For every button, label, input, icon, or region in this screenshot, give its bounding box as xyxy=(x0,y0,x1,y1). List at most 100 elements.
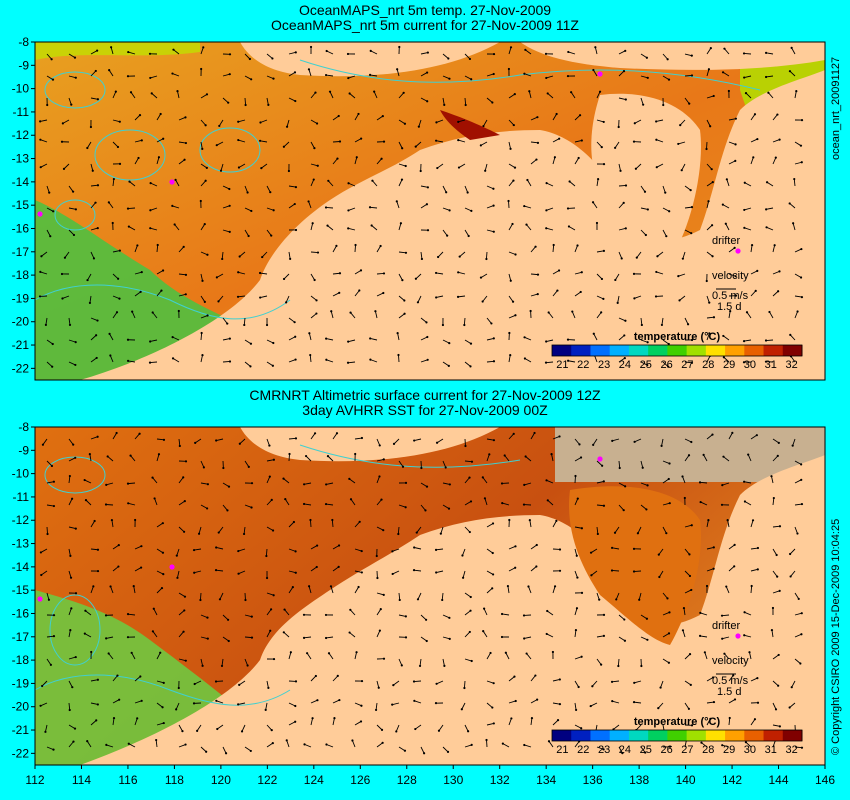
lat-tick-label: -12 xyxy=(12,513,30,527)
current-arrow xyxy=(750,270,758,275)
lat-tick-label: -20 xyxy=(12,700,30,714)
current-arrow xyxy=(420,614,427,621)
current-arrow xyxy=(200,746,207,753)
current-arrow-head xyxy=(751,519,755,522)
current-arrow-head xyxy=(68,474,71,478)
current-arrow xyxy=(397,333,400,341)
current-arrow-head xyxy=(441,323,445,327)
current-arrow xyxy=(618,746,623,754)
current-arrow xyxy=(568,51,576,55)
current-arrow-head xyxy=(552,243,555,247)
colorbar-segment xyxy=(552,730,572,741)
current-arrow-head xyxy=(349,498,353,501)
current-arrow xyxy=(238,119,246,123)
current-arrow-head xyxy=(734,159,737,163)
colorbar-segment xyxy=(763,730,784,741)
current-arrow xyxy=(369,206,378,209)
current-arrow xyxy=(634,295,642,299)
current-arrow-head xyxy=(404,615,407,618)
current-arrow-head xyxy=(126,207,130,210)
current-arrow xyxy=(172,205,180,209)
current-arrow xyxy=(89,454,92,462)
current-arrow-head xyxy=(160,586,164,590)
current-arrow-head xyxy=(237,120,240,123)
current-arrow xyxy=(68,741,74,748)
panel1-land-cape-york xyxy=(591,93,701,260)
lat-tick-label: -16 xyxy=(12,221,30,235)
current-arrow-head xyxy=(610,569,614,572)
current-arrow-head xyxy=(602,120,605,124)
current-arrow xyxy=(150,182,158,187)
current-arrow xyxy=(662,502,670,506)
current-arrow xyxy=(129,181,136,187)
current-arrow xyxy=(480,141,488,146)
current-arrow-head xyxy=(294,704,297,708)
current-arrow-head xyxy=(592,332,595,335)
current-arrow xyxy=(618,460,621,469)
current-arrow xyxy=(706,316,715,319)
current-arrow xyxy=(596,526,599,535)
current-arrow xyxy=(678,141,686,145)
current-arrow-head xyxy=(566,74,570,78)
current-arrow xyxy=(398,179,403,187)
current-arrow xyxy=(172,357,180,363)
current-arrow-head xyxy=(338,272,342,275)
current-arrow-head xyxy=(370,224,373,227)
current-arrow-head xyxy=(205,166,208,169)
current-arrow-head xyxy=(602,162,606,166)
current-arrow xyxy=(706,69,710,77)
current-arrow-head xyxy=(325,483,328,486)
current-arrow-head xyxy=(293,202,296,206)
current-arrow-head xyxy=(69,576,73,579)
current-arrow-head xyxy=(294,228,298,232)
current-arrow xyxy=(222,338,230,341)
current-arrow-head xyxy=(668,611,671,614)
current-arrow-head xyxy=(742,52,746,55)
current-arrow xyxy=(347,361,356,364)
current-arrow xyxy=(194,680,202,685)
current-arrow xyxy=(393,680,400,686)
current-arrow xyxy=(85,499,92,506)
current-arrow xyxy=(46,592,50,600)
current-arrow xyxy=(546,75,554,79)
current-arrow-head xyxy=(111,221,114,225)
current-arrow xyxy=(750,113,756,121)
current-arrow xyxy=(749,652,752,660)
current-arrow xyxy=(152,477,158,484)
current-arrow xyxy=(288,437,297,440)
current-arrow-head xyxy=(558,678,561,681)
current-arrow xyxy=(90,50,98,55)
current-arrow xyxy=(618,357,626,363)
current-arrow-head xyxy=(84,499,88,502)
current-arrow-head xyxy=(568,180,571,183)
current-arrow-head xyxy=(525,652,528,655)
current-arrow xyxy=(640,53,648,59)
current-arrow xyxy=(109,355,114,363)
current-arrow-head xyxy=(789,552,792,556)
current-arrow xyxy=(398,354,400,363)
current-arrow-head xyxy=(527,585,530,588)
current-arrow xyxy=(684,524,692,528)
current-arrow xyxy=(640,229,647,236)
current-arrow xyxy=(200,614,208,619)
current-arrow xyxy=(41,251,48,257)
current-arrow-head xyxy=(594,46,597,49)
current-arrow-head xyxy=(357,585,360,589)
current-arrow-head xyxy=(238,442,241,445)
current-arrow xyxy=(40,570,48,576)
current-arrow-head xyxy=(624,319,627,322)
current-arrow xyxy=(376,272,385,275)
current-arrow-head xyxy=(743,181,746,184)
colorbar-label: 29 xyxy=(723,359,735,371)
current-arrow-head xyxy=(206,253,209,256)
colorbar-label: 32 xyxy=(785,744,797,756)
current-arrow-head xyxy=(149,76,152,80)
current-arrow xyxy=(134,157,139,165)
current-arrow-head xyxy=(380,157,383,160)
current-arrow-head xyxy=(426,71,429,74)
current-arrow-head xyxy=(799,144,803,147)
current-arrow-head xyxy=(395,730,398,733)
current-arrow-head xyxy=(346,52,350,56)
current-arrow-head xyxy=(602,634,606,637)
current-arrow-head xyxy=(176,576,179,579)
